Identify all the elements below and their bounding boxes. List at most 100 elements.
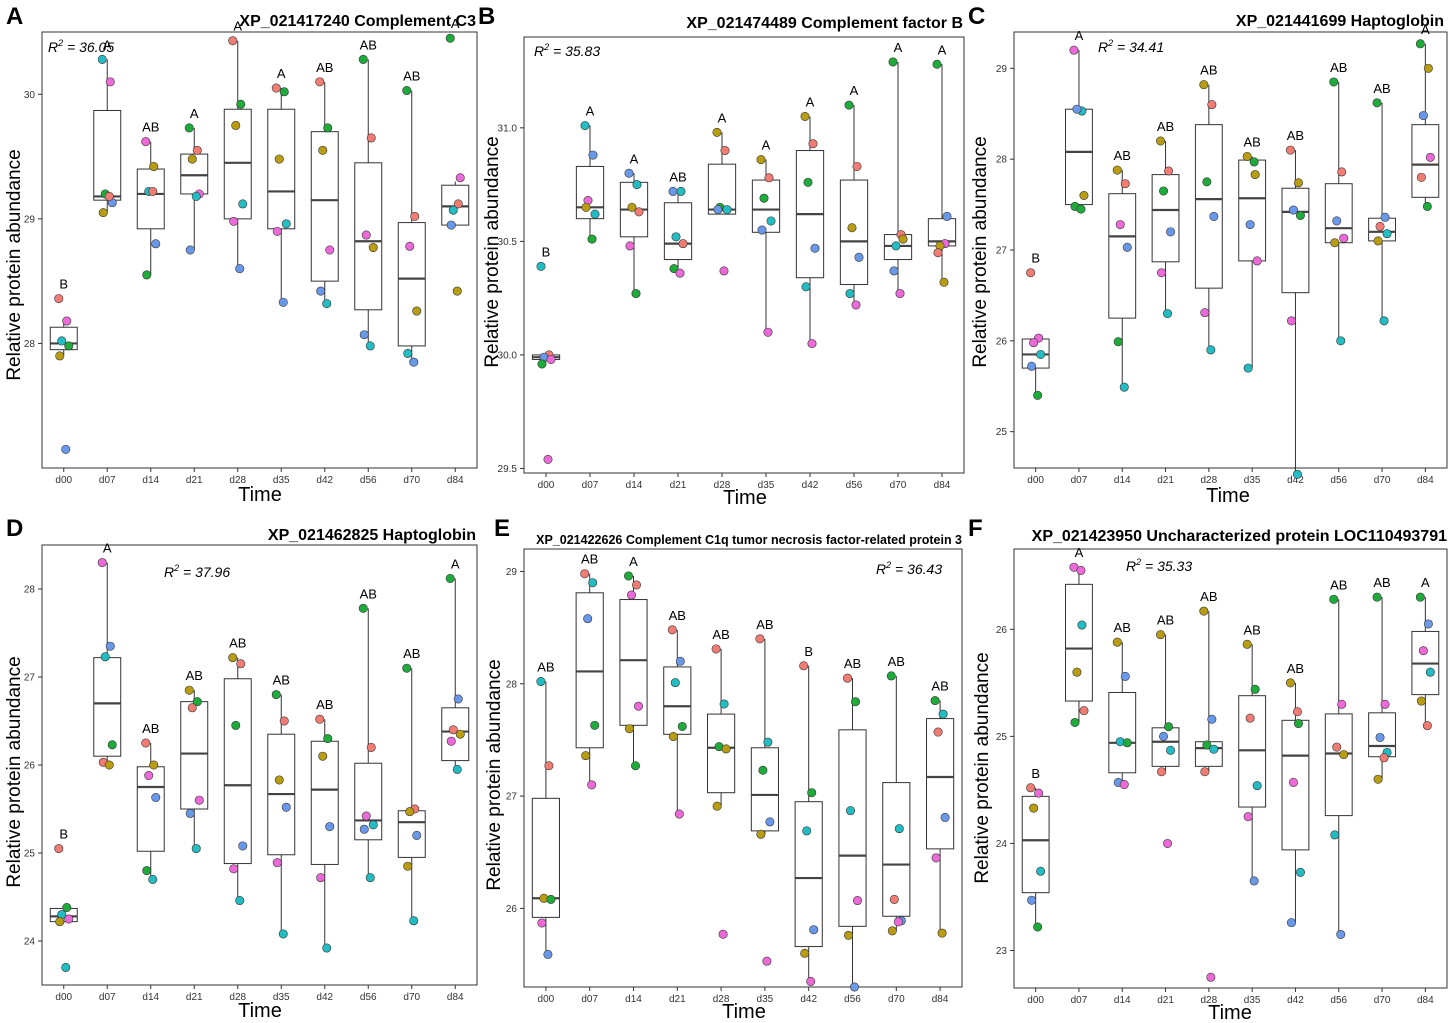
data-point <box>1337 699 1347 709</box>
data-point <box>107 740 117 750</box>
data-point <box>229 216 239 226</box>
data-point <box>536 677 546 687</box>
data-point <box>452 286 462 296</box>
box-iqr <box>1194 124 1223 289</box>
box-iqr <box>223 108 252 220</box>
x-tick-label: d70 <box>1374 475 1391 486</box>
data-point <box>1288 777 1298 787</box>
data-point <box>1243 363 1253 373</box>
data-point <box>590 209 600 219</box>
data-point <box>322 943 332 953</box>
box-iqr <box>750 747 779 832</box>
data-point <box>228 653 238 663</box>
x-tick-label: d21 <box>186 475 203 486</box>
data-point <box>1418 111 1428 121</box>
data-point <box>141 137 151 147</box>
data-point <box>1120 179 1130 189</box>
data-point <box>1285 145 1295 155</box>
data-point <box>764 173 774 183</box>
r2-annotation: R2 = 35.83 <box>534 42 600 59</box>
data-point <box>1207 714 1217 724</box>
data-point <box>54 844 64 854</box>
data-point <box>1285 678 1295 688</box>
data-point <box>1372 98 1382 108</box>
data-point <box>1379 316 1389 326</box>
chart-title: XP_021441699 Haptoglobin <box>1236 13 1444 30</box>
significance-letter: AB <box>229 636 246 651</box>
significance-letter: A <box>629 554 638 569</box>
box-d28: A <box>223 19 252 274</box>
data-point <box>402 86 412 96</box>
data-point <box>409 357 419 367</box>
data-point <box>151 793 161 803</box>
data-point <box>671 232 681 242</box>
data-point <box>366 742 376 752</box>
data-point <box>104 760 114 770</box>
significance-letter: A <box>938 42 947 57</box>
x-tick-label: d70 <box>888 994 905 1005</box>
box-iqr <box>838 729 867 927</box>
x-tick-label: d42 <box>1287 475 1304 486</box>
data-point <box>412 306 422 316</box>
data-point <box>889 266 899 276</box>
x-tick-label: d84 <box>1417 475 1434 486</box>
significance-letter: AB <box>1200 589 1217 604</box>
data-point <box>625 241 635 251</box>
significance-letter: AB <box>931 679 948 694</box>
box-d42: AB <box>1281 128 1310 479</box>
data-point <box>933 727 943 737</box>
data-point <box>1163 838 1173 848</box>
box-iqr <box>751 179 781 233</box>
box-d56: A <box>839 83 869 310</box>
data-point <box>802 826 812 836</box>
data-point <box>843 930 853 940</box>
data-point <box>1252 256 1262 266</box>
data-point <box>1379 753 1389 763</box>
significance-letter: A <box>1075 28 1084 43</box>
y-tick-label: 28 <box>24 339 36 350</box>
data-point <box>272 858 282 868</box>
y-tick-label: 25 <box>996 732 1008 743</box>
data-point <box>1209 211 1219 221</box>
box-d56: AB <box>354 37 383 351</box>
significance-letter: AB <box>1243 622 1260 637</box>
data-point <box>670 678 680 688</box>
x-axis-label: Time <box>722 1001 766 1023</box>
significance-letter: A <box>762 138 771 153</box>
x-tick-label: d56 <box>360 992 377 1003</box>
data-point <box>316 286 326 296</box>
y-tick-label: 27 <box>506 792 518 803</box>
data-point <box>1112 165 1122 175</box>
data-point <box>358 603 368 613</box>
data-point <box>455 729 465 739</box>
significance-letter: A <box>451 556 460 571</box>
data-point <box>930 696 940 706</box>
box-d70: AB <box>397 646 426 926</box>
data-point <box>719 266 729 276</box>
data-point <box>940 812 950 822</box>
data-point <box>62 903 72 913</box>
box-d21: AB <box>663 608 692 819</box>
box-iqr <box>93 657 122 757</box>
significance-letter: B <box>59 277 68 292</box>
significance-letter: AB <box>316 60 333 75</box>
y-axis-label: Relative protein abundance <box>482 136 503 367</box>
significance-letter: A <box>894 40 903 55</box>
data-point <box>412 830 422 840</box>
box-d00: B <box>1021 766 1050 932</box>
x-tick-label: d21 <box>669 994 686 1005</box>
data-point <box>801 282 811 292</box>
data-point <box>279 87 289 97</box>
x-tick-label: d56 <box>360 475 377 486</box>
box-d14: AB <box>1108 620 1137 790</box>
data-point <box>1422 721 1432 731</box>
data-point <box>191 844 201 854</box>
data-point <box>1293 178 1303 188</box>
data-point <box>97 558 107 568</box>
data-point <box>543 949 553 959</box>
data-point <box>1250 170 1260 180</box>
data-point <box>546 354 556 364</box>
data-point <box>1027 361 1037 371</box>
data-point <box>365 873 375 883</box>
data-point <box>1200 308 1210 318</box>
